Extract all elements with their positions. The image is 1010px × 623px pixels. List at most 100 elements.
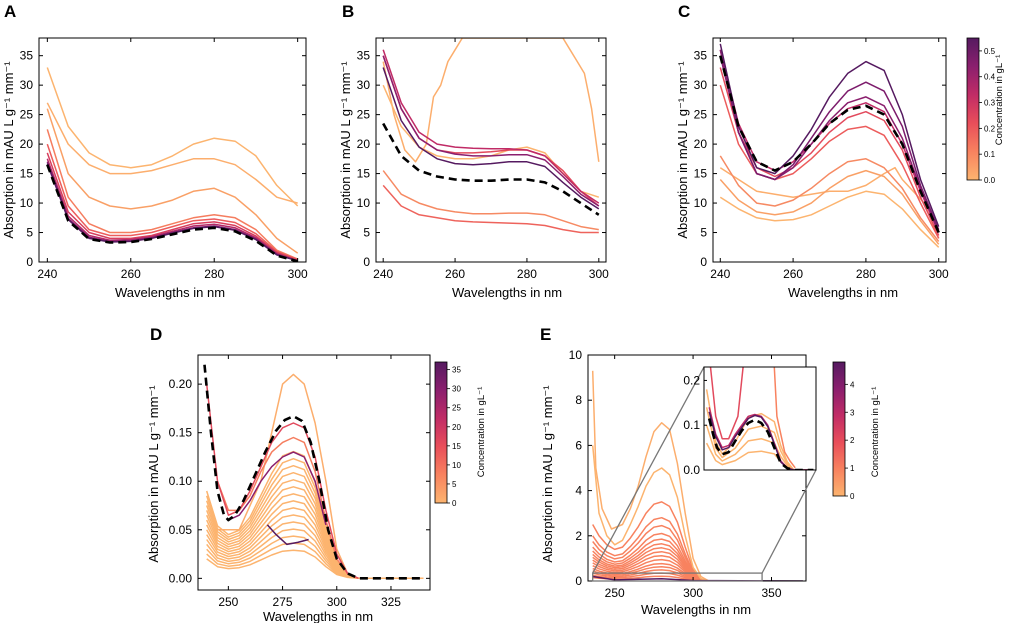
ytick-label-c-3: 15 bbox=[694, 167, 708, 181]
a-series-mid-3 bbox=[46, 152, 298, 261]
a-series-mid-1 bbox=[46, 129, 298, 260]
panel-b: 240 260 280 300 0 5 10 15 20 25 30 35 bbox=[357, 37, 609, 281]
colorbar-tick-label-c-1: 0.1 bbox=[984, 150, 996, 159]
ytick-label-c-7: 35 bbox=[694, 49, 708, 63]
plot-area-b bbox=[376, 38, 606, 262]
e-series-family-14 bbox=[592, 501, 710, 581]
colorbar-tick-label-c-3: 0.3 bbox=[984, 99, 996, 108]
colorbar-tick-label-d-7: 35 bbox=[452, 366, 461, 375]
e-series-family-12 bbox=[592, 524, 709, 581]
e-series-top bbox=[591, 370, 710, 581]
ytick-label-e-4: 8 bbox=[575, 393, 582, 407]
einset-series-inset-family-2 bbox=[705, 407, 814, 470]
b-series-low-2 bbox=[382, 170, 599, 231]
ytick-label-c-6: 30 bbox=[694, 78, 708, 92]
panel-a: 240 260 280 300 0 5 10 15 20 25 30 35 bbox=[20, 37, 308, 281]
ytick-label-d-0: 0.00 bbox=[169, 571, 193, 585]
colorbar-label-c: Concentration in gL⁻¹ bbox=[994, 55, 1005, 146]
c-series-high-3 bbox=[719, 43, 940, 227]
ytick-label-c-4: 20 bbox=[694, 137, 708, 151]
xlabel-b: Wavelengths in nm bbox=[452, 285, 562, 300]
ytick-label-b-0: 0 bbox=[363, 255, 370, 269]
plot-frame-d bbox=[197, 354, 431, 591]
d-series-model bbox=[203, 364, 424, 580]
e-series-family-11 bbox=[592, 532, 709, 581]
xtick-label-d-325: 325 bbox=[381, 595, 401, 609]
ytick-label-c-2: 10 bbox=[694, 196, 708, 210]
panel-label-e: E bbox=[540, 325, 551, 344]
ytick-label-e-2: 4 bbox=[575, 484, 582, 498]
xtick-label-d-275: 275 bbox=[273, 595, 293, 609]
e-series-family-13 bbox=[592, 516, 709, 581]
xtick-label-c-260: 260 bbox=[783, 267, 803, 281]
ytick-label-a-5: 25 bbox=[20, 108, 34, 122]
ytick-label-c-5: 25 bbox=[694, 108, 708, 122]
ytick-label-b-1: 5 bbox=[363, 226, 370, 240]
colorbar-tick-label-c-0: 0.0 bbox=[984, 176, 996, 185]
ytick-label-a-0: 0 bbox=[26, 255, 33, 269]
c-series-low-3 bbox=[719, 155, 940, 242]
b-series-low-3 bbox=[382, 184, 599, 234]
inset-ytick-label-2: 0.2 bbox=[683, 373, 700, 387]
panel-d: 250 275 300 325 0.00 0.05 0.10 0.15 0.20 bbox=[169, 354, 431, 609]
plot-frame-c bbox=[712, 37, 947, 263]
colorbar-tick-label-e-3: 3 bbox=[850, 408, 855, 417]
ylabel-c: Absorption in mAU L g⁻¹ mm⁻¹ bbox=[675, 61, 690, 239]
xtick-label-c-300: 300 bbox=[929, 267, 949, 281]
xtick-label-b-300: 300 bbox=[589, 267, 609, 281]
colorbar-tick-label-d-0: 0 bbox=[452, 499, 457, 508]
colorbar-tick-label-e-0: 0 bbox=[850, 492, 855, 501]
b-series-high-2 bbox=[382, 67, 600, 210]
ylabel-a: Absorption in mAU L g⁻¹ mm⁻¹ bbox=[1, 61, 16, 239]
inset-zoom-box bbox=[592, 572, 763, 582]
a-series-low-3 bbox=[46, 108, 299, 254]
ytick-label-e-1: 2 bbox=[575, 529, 582, 543]
ytick-label-e-5: 10 bbox=[569, 348, 583, 362]
e-series-family-6 bbox=[592, 554, 709, 581]
plot-frame-b bbox=[375, 37, 607, 263]
plot-area-a bbox=[39, 38, 306, 262]
ytick-label-b-7: 35 bbox=[357, 49, 371, 63]
einset-series-inset-right bbox=[773, 367, 796, 469]
b-series-noisy bbox=[382, 38, 600, 163]
xtick-label-e-350: 350 bbox=[761, 586, 781, 600]
xtick-label-c-240: 240 bbox=[710, 267, 730, 281]
inset-connector-right bbox=[761, 469, 817, 574]
ytick-label-d-1: 0.05 bbox=[169, 523, 193, 537]
c-series-noisy bbox=[719, 166, 940, 239]
colorbar-bar-c bbox=[966, 37, 980, 181]
colorbar-d: 0 5 10 15 20 25 30 35 bbox=[434, 361, 461, 508]
e-series-family-3 bbox=[592, 566, 709, 581]
ytick-label-a-6: 30 bbox=[20, 78, 34, 92]
e-series-family-2 bbox=[592, 569, 709, 581]
colorbar-tick-label-d-4: 20 bbox=[452, 423, 461, 432]
b-series-model bbox=[382, 122, 600, 216]
ytick-label-b-6: 30 bbox=[357, 78, 371, 92]
panel-e-inset: 0.0 0.1 0.2 bbox=[592, 366, 817, 582]
b-series-mid-2 bbox=[382, 49, 600, 204]
xtick-label-e-300: 300 bbox=[683, 586, 703, 600]
ytick-label-e-0: 0 bbox=[575, 574, 582, 588]
ylabel-d: Absorption in mAU L g⁻¹ mm⁻¹ bbox=[146, 385, 161, 563]
colorbar-tick-label-d-1: 5 bbox=[452, 480, 457, 489]
panel-label-c: C bbox=[678, 2, 690, 21]
xtick-label-c-280: 280 bbox=[856, 267, 876, 281]
ytick-label-c-1: 5 bbox=[700, 226, 707, 240]
xtick-label-a-240: 240 bbox=[37, 267, 57, 281]
a-series-mid-2 bbox=[46, 143, 298, 261]
einset-series-inset-mid-1 bbox=[709, 367, 744, 440]
colorbar-tick-label-e-1: 1 bbox=[850, 464, 855, 473]
einset-series-inset-model bbox=[707, 418, 814, 470]
plot-area-d bbox=[198, 355, 430, 590]
ytick-label-d-3: 0.15 bbox=[169, 426, 193, 440]
colorbar-label-e: Concentration in gL⁻¹ bbox=[870, 387, 881, 478]
panel-label-b: B bbox=[342, 2, 354, 21]
ytick-label-a-4: 20 bbox=[20, 137, 34, 151]
a-series-low-2 bbox=[46, 102, 298, 204]
plot-frame-a bbox=[38, 37, 307, 263]
e-series-family-5 bbox=[592, 558, 709, 581]
colorbar-c: 0.0 0.1 0.2 0.3 0.4 0.5 bbox=[966, 37, 996, 185]
ytick-label-d-2: 0.10 bbox=[169, 474, 193, 488]
e-series-family-9 bbox=[592, 543, 709, 581]
